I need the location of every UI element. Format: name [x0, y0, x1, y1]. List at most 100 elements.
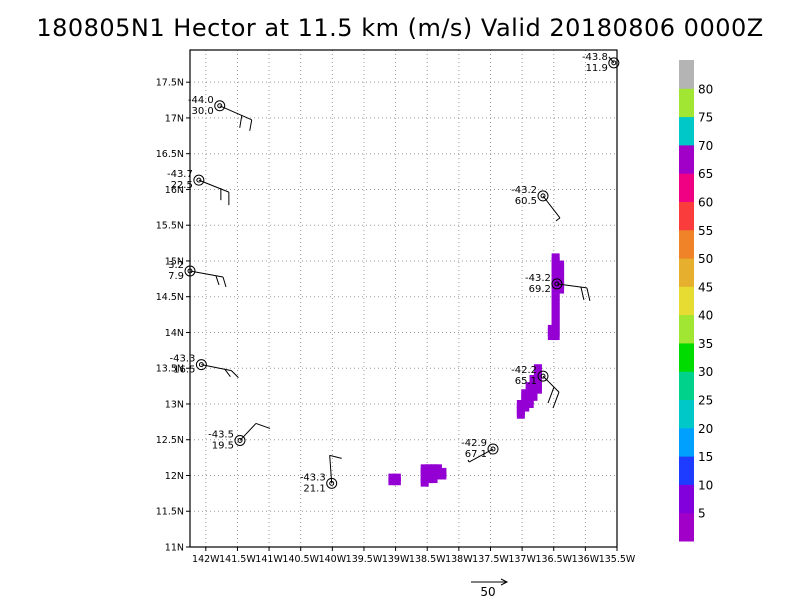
- wind-barb: [215, 275, 220, 286]
- station-observation: [467, 443, 499, 463]
- wind-barb: [580, 286, 585, 300]
- reference-vector: [471, 578, 509, 586]
- chart-title: 180805N1 Hector at 11.5 km (m/s) Valid 2…: [36, 14, 764, 42]
- wind-barb: [201, 364, 232, 372]
- station-marker: [551, 278, 563, 290]
- field-cell: [388, 473, 397, 482]
- colorbar-label: 80: [698, 82, 713, 96]
- x-tick-label: 138W: [445, 554, 473, 565]
- field-cell: [420, 464, 429, 473]
- wind-barb: [198, 179, 230, 193]
- y-tick-label: 17.5N: [156, 78, 184, 89]
- colorbar-label: 25: [698, 394, 713, 408]
- y-tick-label: 14.5N: [156, 292, 184, 303]
- colorbar-segment: [679, 201, 694, 231]
- station-observation: [537, 190, 561, 222]
- station-speed-label: 11.9: [586, 63, 608, 74]
- station-speed-label: 30.0: [191, 106, 213, 117]
- colorbar-segment: [679, 371, 694, 401]
- colorbar-label: 65: [698, 167, 713, 181]
- station-marker: [214, 100, 226, 112]
- colorbar-segment: [679, 88, 694, 118]
- field-cell: [556, 260, 565, 269]
- wind-barb: [542, 375, 560, 393]
- station-temperature-label: -43.3: [170, 354, 196, 365]
- colorbar-label: 20: [698, 422, 713, 436]
- colorbar-segment: [679, 60, 694, 89]
- x-tick-label: 135.5W: [599, 554, 636, 565]
- reference-vector-arrowhead: [500, 578, 509, 586]
- wind-barb: [189, 270, 224, 278]
- wind-barb: [223, 368, 231, 377]
- station-marker: [487, 443, 499, 455]
- x-tick-label: 140.5W: [282, 554, 319, 565]
- wind-barb: [222, 276, 227, 288]
- colorbar-label: 45: [698, 280, 713, 294]
- wind-barb: [255, 422, 271, 429]
- station-marker-inner: [490, 446, 496, 452]
- y-tick-label: 11.5N: [156, 507, 184, 518]
- field-cell: [547, 324, 556, 333]
- colorbar-label: 5: [698, 507, 706, 521]
- field-cell: [533, 364, 542, 373]
- wind-barb: [547, 386, 555, 404]
- wind-barb: [608, 56, 615, 64]
- station-observation: [214, 100, 253, 131]
- colorbar-label: 70: [698, 139, 713, 153]
- station-observation: [195, 359, 239, 379]
- wind-barb: [556, 283, 587, 289]
- station-speed-label: 22.5: [171, 180, 193, 191]
- y-tick-label: 15.5N: [156, 221, 184, 232]
- wind-barb: [219, 105, 252, 121]
- field-cell: [516, 399, 525, 408]
- colorbar-label: 10: [698, 478, 713, 492]
- station-speed-label: 67.1: [465, 449, 487, 460]
- station-marker-inner: [217, 103, 223, 109]
- station-marker: [193, 174, 205, 186]
- colorbar-segment: [679, 229, 694, 259]
- wind-barb: [329, 455, 333, 484]
- station-marker-inner: [540, 373, 546, 379]
- field-cell: [438, 467, 447, 476]
- station-observation: [537, 370, 560, 409]
- station-temperature-label: -43.5: [208, 429, 234, 440]
- field-cell: [425, 464, 434, 473]
- station-observation: [608, 56, 620, 69]
- station-observation: [551, 278, 591, 301]
- colorbar-label: 40: [698, 309, 713, 323]
- station-marker-inner: [237, 437, 243, 443]
- reference-vector-label: 50: [480, 585, 495, 599]
- field-cell: [429, 464, 438, 473]
- colorbar-label: 50: [698, 252, 713, 266]
- y-tick-label: 14N: [165, 328, 184, 339]
- field-cell: [392, 473, 401, 482]
- colorbar-label: 30: [698, 365, 713, 379]
- wind-barb: [239, 423, 257, 441]
- colorbar-segment: [679, 512, 694, 542]
- colorbar-segment: [679, 116, 694, 146]
- x-tick-label: 138.5W: [409, 554, 446, 565]
- y-tick-label: 12N: [165, 471, 184, 482]
- station-marker-inner: [611, 60, 617, 66]
- station-marker-inner: [196, 177, 202, 183]
- wind-barb: [239, 115, 243, 128]
- colorbar-segment: [679, 456, 694, 485]
- station-marker: [234, 434, 246, 446]
- colorbar-segment: [679, 258, 694, 287]
- station-temperature-label: -43.7: [167, 169, 193, 180]
- station-temperature-label: -44.0: [188, 95, 214, 106]
- colorbar-segment: [679, 342, 694, 372]
- station-speed-label: 21.1: [303, 483, 325, 494]
- field-cell: [433, 464, 442, 473]
- x-tick-label: 137W: [508, 554, 536, 565]
- colorbar-segment: [679, 399, 694, 429]
- wind-barb: [329, 454, 342, 459]
- x-tick-label: 139.5W: [346, 554, 383, 565]
- station-speed-label: 69.2: [529, 284, 551, 295]
- plot-background: [190, 50, 617, 547]
- station-speed-label: 7.9: [168, 271, 184, 282]
- station-temperature-label: -42.2: [511, 365, 537, 376]
- wind-barb: [555, 217, 561, 222]
- wind-barb: [467, 459, 470, 463]
